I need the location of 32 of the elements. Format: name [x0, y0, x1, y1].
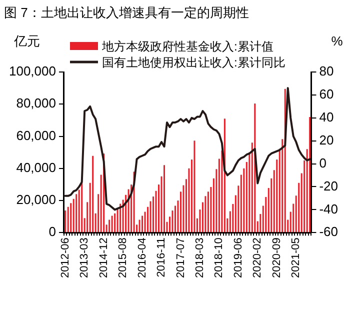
y2-tick-label: 20 [319, 132, 334, 148]
y-tick-label: 80,000 [16, 96, 56, 111]
legend-label: 地方本级政府性基金收入:累计值 [100, 39, 274, 54]
x-tick-label: 2018-10 [213, 238, 226, 278]
y-tick-label: 60,000 [16, 128, 56, 143]
y2-tick-label: -20 [319, 178, 338, 194]
chart-title: 图 7：土地出让收入增速具有一定的周期性 [4, 4, 249, 22]
x-tick-label: 2012-06 [59, 238, 72, 278]
y-tick-label: 20,000 [16, 192, 56, 208]
y2-tick-label: 40 [319, 109, 334, 124]
x-tick-label: 2015-08 [117, 238, 130, 278]
y2-tick-label: 60 [319, 86, 334, 102]
x-tick-label: 2020-09 [270, 238, 283, 278]
y-axis-title: 亿元 [13, 34, 40, 49]
x-tick-label: 2016-04 [136, 238, 148, 278]
legend-label: 国有土地使用权出让收入:累计同比 [102, 55, 286, 70]
x-tick-label: 2017-07 [174, 238, 187, 278]
x-tick-label: 2014-12 [98, 238, 110, 278]
x-tick-label: 2016-11 [156, 238, 168, 278]
y2-tick-label: -60 [319, 224, 338, 240]
y-tick-label: 40,000 [16, 160, 56, 175]
x-tick-label: 2013-03 [78, 238, 91, 278]
x-tick-label: 2020-02 [252, 238, 264, 278]
x-tick-label: 2018-03 [194, 238, 206, 278]
y-tick-label: 0 [48, 224, 56, 240]
y2-tick-label: -40 [319, 201, 338, 216]
y2-tick-label: 0 [319, 155, 326, 170]
x-tick-label: 2021-05 [290, 238, 302, 278]
x-tick-label: 2019-06 [232, 238, 244, 278]
y2-tick-label: 80 [319, 64, 334, 79]
y2-axis-title: % [331, 34, 344, 49]
y-tick-label: 100,000 [8, 64, 56, 79]
